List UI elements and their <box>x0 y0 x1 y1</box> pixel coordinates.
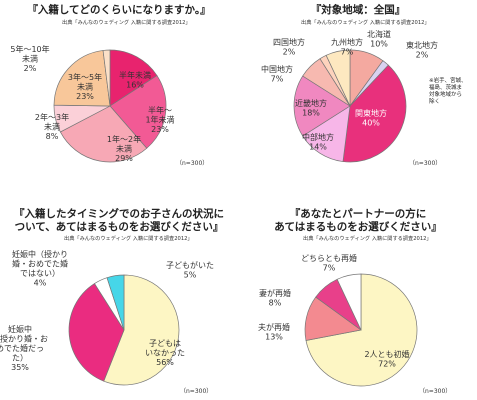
chart-title: 『対象地域：全国』 <box>310 4 406 16</box>
slice-label: 2年～3年未満 8% <box>35 112 69 141</box>
pie-slice-4 <box>106 274 125 331</box>
chart-source: 出典「みんなのウェディング 入籍に関する調査2012」 <box>303 236 432 242</box>
slice-label: 5年～10年未満 2% <box>10 44 49 73</box>
note-line: ※岩手、宮城、 <box>429 78 467 84</box>
slice-label: 3年～5年未満 23% <box>68 72 102 101</box>
pie-chart-marriage-duration: 半年未満 16% 半年～ 1年未満 23%1年～2年未満 29% 2年～3年未満 8% 3年～5… <box>10 44 174 163</box>
slice-label: 半年～ 1年未満 23% <box>145 105 174 134</box>
sample-size-label: （n=300） <box>409 160 442 167</box>
chart-source: 出典「みんなのウェディング 入籍に関する調査2012」 <box>62 20 191 26</box>
pie-slice-1 <box>103 274 180 386</box>
chart-title: 『入籍したタイミングでのお子さんの状況に <box>14 208 224 220</box>
slice-label: 関東地方 40% <box>355 108 387 128</box>
slice-label: 中部地方 14% <box>302 132 334 152</box>
slice-label: 妊娠中（授かり婚・おめでた婚だった）35% <box>0 324 48 372</box>
chart-title: 『入籍してどのくらいになりますか。』 <box>27 4 211 16</box>
chart-source: 出典「みんなのウェディング 入籍に関する調査2012」 <box>301 20 430 26</box>
pie-chart-region: 北海道 10% 東北地方 2% 関東地方 40% 中部地方 14% 近畿地方 18%中国地方 7% 四… <box>261 29 438 163</box>
slice-label: 妊娠中（授かり婚・おめでた婚ではない） 4% <box>12 249 68 288</box>
note-line: 福島、茨城ま <box>429 85 463 91</box>
pie-slice-1 <box>109 49 158 107</box>
slice-label: 九州地方 7% <box>331 37 363 57</box>
sample-size-label: （n=300） <box>176 160 209 167</box>
pie-slice-3 <box>59 105 148 163</box>
chart-title: 『あなたとパートナーの方に <box>289 208 427 220</box>
panel-marriage-duration: 『入籍してどのくらいになりますか。』 出典「みんなのウェディング 入籍に関する調… <box>0 0 238 200</box>
sample-size-label: （n=300） <box>419 388 452 395</box>
slice-label: 半年未満 16% <box>119 70 151 90</box>
pie-slice-5 <box>293 75 351 137</box>
note-line: 対象地域から <box>429 92 463 98</box>
panel-region: 『対象地域：全国』 出典「みんなのウェディング 入籍に関する調査2012」 北海… <box>239 0 477 200</box>
slice-label: 夫が再婚 13% <box>258 322 290 342</box>
region-note: ※岩手、宮城、 福島、茨城ま 対象地域から 除く <box>429 78 467 106</box>
slice-label: 妻が再婚 8% <box>259 288 291 308</box>
slice-label: 四国地方 2% <box>273 37 305 57</box>
pie-slice-2 <box>68 283 125 382</box>
slice-label: 東北地方 2% <box>406 40 438 60</box>
panel-children-status: 『入籍したタイミングでのお子さんの状況に ついて、あてはまるものをお選びください… <box>0 200 238 400</box>
pie-slice-8 <box>325 49 351 107</box>
slice-label: 1年～2年未満 29% <box>107 134 141 163</box>
sample-size-label: （n=300） <box>180 388 213 395</box>
pie-slice-5 <box>53 50 111 107</box>
slice-label: 北海道 10% <box>367 29 391 49</box>
chart-source: 出典「みんなのウェディング 入籍に関する調査2012」 <box>64 236 193 242</box>
chart-title-line2: あてはまるものをお選びください』 <box>274 221 442 233</box>
slice-label: 2人とも初婚 72% <box>364 349 409 369</box>
slice-label: 子どもがいた 5% <box>166 260 214 280</box>
chart-title-line2: ついて、あてはまるものをお選びください』 <box>14 221 224 233</box>
pie-slice-3 <box>342 64 407 163</box>
slice-label: 子どもはいなかった 56% <box>145 339 185 367</box>
pie-slice-2 <box>109 75 167 149</box>
pie-slice-4 <box>336 273 362 331</box>
panel-remarriage: 『あなたとパートナーの方に あてはまるものをお選びください』 出典「みんなのウェ… <box>239 200 477 400</box>
pie-slice-6 <box>102 49 111 107</box>
pie-chart-remarriage: 2人とも初婚 72% 夫が再婚 13% 妻が再婚 8% どちらとも再婚 7% <box>258 253 418 387</box>
slice-label: 中国地方 7% <box>261 64 293 84</box>
slice-label: どちらとも再婚 7% <box>301 253 357 273</box>
note-line: 除く <box>429 99 441 105</box>
slice-label: 近畿地方 18% <box>295 98 327 118</box>
